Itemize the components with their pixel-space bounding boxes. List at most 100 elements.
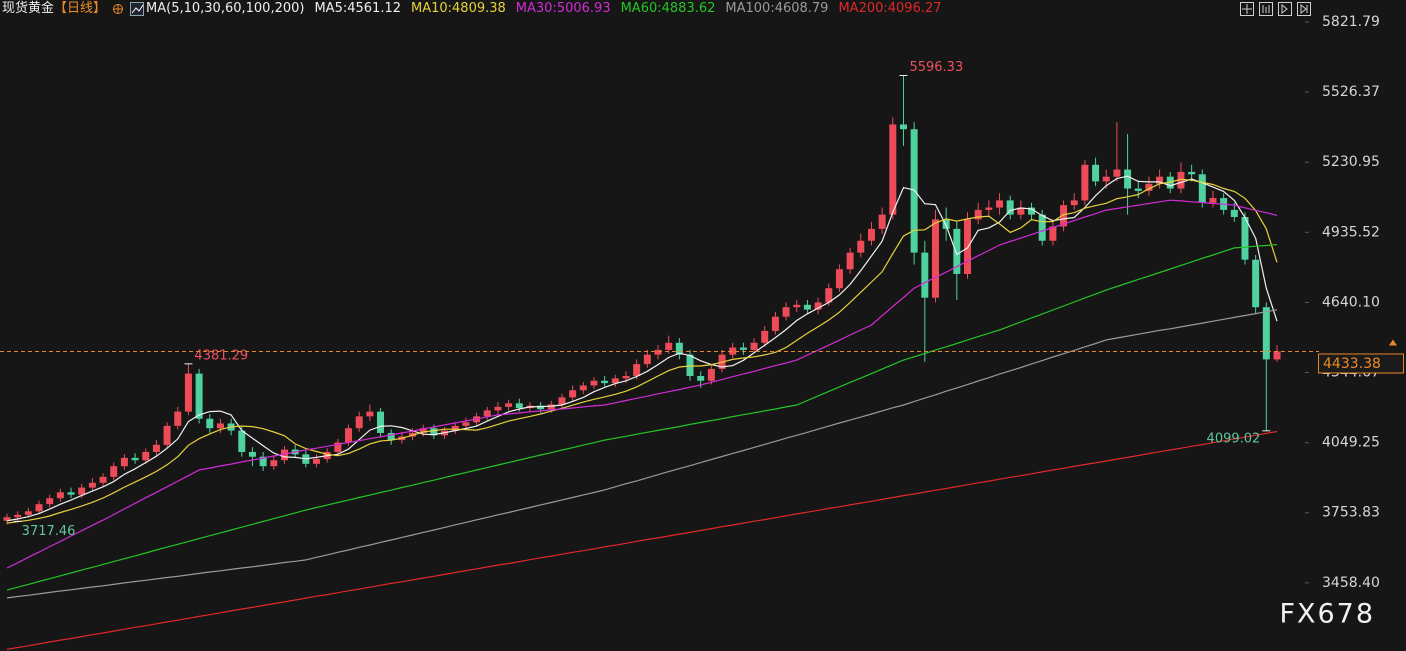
- candle-body: [120, 457, 128, 467]
- candle-body: [1273, 351, 1281, 360]
- watermark: FX678: [1279, 599, 1375, 630]
- candle-body: [1198, 174, 1206, 203]
- candle-body: [366, 411, 374, 417]
- candle-body: [387, 432, 395, 441]
- candle-body: [1038, 214, 1046, 241]
- candle-body: [419, 428, 427, 433]
- toolbar-button[interactable]: [1297, 2, 1311, 16]
- candle-body: [163, 425, 171, 445]
- candle-body: [846, 252, 854, 270]
- candle-body: [345, 428, 353, 443]
- candle-body: [67, 492, 75, 495]
- y-tick-label: 3458.40: [1322, 575, 1380, 591]
- y-tick-label: 4935.52: [1322, 224, 1380, 240]
- candle-body: [88, 482, 96, 488]
- candle-body: [505, 403, 513, 407]
- toolbar-button[interactable]: [1278, 2, 1292, 16]
- legend-entry: MA200:4096.27: [838, 1, 942, 16]
- candle-body: [1028, 207, 1036, 215]
- candle-body: [1145, 183, 1153, 191]
- candle-body: [515, 403, 523, 409]
- candle-body: [921, 252, 929, 298]
- candle-body: [99, 476, 107, 483]
- period-label[interactable]: 【日线】: [54, 1, 107, 16]
- toolbar-icon: [1300, 3, 1308, 15]
- candle-body: [494, 406, 502, 411]
- candle-body: [569, 390, 577, 398]
- candle-body: [707, 368, 715, 381]
- candle-body: [867, 228, 875, 241]
- ma-line: [6, 244, 1278, 591]
- candle-body: [1060, 205, 1068, 227]
- y-tick-label: 5821.79: [1322, 14, 1380, 30]
- candle-body: [611, 378, 619, 384]
- candle-body: [996, 200, 1004, 208]
- candle-body: [665, 342, 673, 350]
- candle-body: [1134, 188, 1142, 191]
- candle-body: [238, 430, 246, 452]
- candle-body: [206, 418, 214, 429]
- candle-body: [259, 456, 267, 467]
- candle-body: [270, 460, 278, 467]
- candle-body: [1081, 164, 1089, 201]
- candle-body: [14, 514, 22, 518]
- candle-body: [174, 411, 182, 426]
- candle-body: [1156, 176, 1164, 184]
- legend-entry: MA5:4561.12: [314, 1, 401, 16]
- candle-body: [248, 451, 256, 457]
- candle-body: [803, 304, 811, 310]
- candle-body: [3, 517, 11, 521]
- extreme-label: 3717.46: [22, 524, 76, 539]
- candle-body: [195, 373, 203, 419]
- candle-body: [771, 316, 779, 331]
- candle-body: [835, 269, 843, 289]
- ma-line: [6, 199, 1278, 569]
- toolbar-button[interactable]: [1240, 2, 1254, 16]
- candle-body: [931, 219, 939, 298]
- candle-body: [1124, 169, 1132, 189]
- candle-body: [782, 307, 790, 317]
- candle-body: [1188, 171, 1196, 175]
- candle-body: [430, 428, 438, 436]
- candle-body: [216, 423, 224, 429]
- candle-body: [878, 214, 886, 229]
- candle-body: [355, 416, 363, 429]
- candle-body: [974, 209, 982, 220]
- toolbar-icon: [1242, 4, 1252, 14]
- ma-line: [6, 309, 1278, 599]
- candle-body: [1070, 200, 1078, 206]
- ma-line: [6, 175, 1278, 522]
- ma-line: [6, 430, 1278, 650]
- y-tick-label: 4049.25: [1322, 435, 1380, 451]
- price-arrow: [1389, 339, 1397, 346]
- candle-body: [462, 422, 470, 426]
- candle-body: [622, 376, 630, 379]
- indicator-icon: [130, 2, 145, 16]
- candle-body: [1102, 176, 1110, 182]
- toolbar: [1240, 2, 1311, 16]
- price-tag-label: 4433.38: [1323, 356, 1381, 372]
- toolbar-button[interactable]: [1259, 2, 1273, 16]
- settings-icon[interactable]: [112, 3, 124, 15]
- instrument-name: 现货黄金: [2, 1, 55, 16]
- indicator-label: MA(5,10,30,60,100,200): [146, 1, 305, 16]
- candle-body: [857, 240, 865, 253]
- extreme-label: 4099.02: [1207, 431, 1261, 446]
- candle-body: [1177, 171, 1185, 189]
- candle-body: [942, 219, 950, 229]
- toolbar-icon: [1262, 5, 1270, 13]
- candle-body: [56, 492, 64, 499]
- candle-body: [1252, 259, 1260, 308]
- candles: [3, 75, 1281, 525]
- y-tick-label: 4640.10: [1322, 294, 1380, 310]
- toolbar-icon: [1281, 3, 1288, 15]
- candle-body: [131, 457, 139, 461]
- candle-body: [1006, 200, 1014, 215]
- extreme-label: 5596.33: [909, 60, 963, 75]
- candle-body: [280, 449, 288, 461]
- candle-body: [1113, 169, 1121, 177]
- candle-body: [825, 288, 833, 303]
- candle-body: [739, 347, 747, 350]
- candle-body: [312, 459, 320, 464]
